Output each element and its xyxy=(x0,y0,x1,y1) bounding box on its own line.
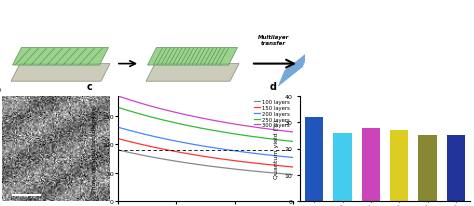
Polygon shape xyxy=(11,64,110,82)
200 layers xyxy=(222,149,228,151)
250 layers xyxy=(219,131,225,133)
100 layers xyxy=(219,166,225,169)
200 layers xyxy=(219,148,225,150)
100 layers xyxy=(263,171,268,174)
250 layers xyxy=(274,139,280,141)
Polygon shape xyxy=(147,48,237,66)
Line: 200 layers: 200 layers xyxy=(118,128,293,158)
Legend: 100 layers, 150 layers, 200 layers, 250 layers, 300 layers: 100 layers, 150 layers, 200 layers, 250 … xyxy=(254,99,291,128)
150 layers xyxy=(115,138,121,140)
200 layers xyxy=(116,126,121,129)
150 layers xyxy=(219,158,225,160)
150 layers xyxy=(219,158,225,160)
200 layers xyxy=(219,148,225,151)
150 layers xyxy=(274,164,280,167)
200 layers xyxy=(274,155,280,157)
100 layers xyxy=(219,167,225,169)
100 layers xyxy=(115,149,121,151)
Line: 150 layers: 150 layers xyxy=(118,139,293,167)
250 layers xyxy=(219,131,225,133)
Y-axis label: Phase retardation (degrees): Phase retardation (degrees) xyxy=(91,105,97,193)
300 layers xyxy=(263,128,268,130)
100 layers xyxy=(222,167,228,169)
150 layers xyxy=(290,166,296,168)
250 layers xyxy=(290,140,296,143)
250 layers xyxy=(115,107,121,109)
100 layers xyxy=(290,173,296,176)
150 layers xyxy=(116,138,121,140)
200 layers xyxy=(115,126,121,129)
Bar xyxy=(305,117,323,201)
Line: 300 layers: 300 layers xyxy=(118,97,293,132)
250 layers xyxy=(263,137,268,140)
150 layers xyxy=(222,158,228,161)
250 layers xyxy=(222,131,228,134)
250 layers xyxy=(116,107,121,109)
300 layers xyxy=(290,131,296,133)
Polygon shape xyxy=(146,64,239,82)
300 layers xyxy=(116,96,121,98)
300 layers xyxy=(219,121,225,124)
Y-axis label: Quantum yield (%): Quantum yield (%) xyxy=(274,119,279,178)
300 layers xyxy=(115,95,121,98)
200 layers xyxy=(290,157,296,159)
Line: 100 layers: 100 layers xyxy=(118,150,293,175)
Bar xyxy=(447,136,465,201)
200 layers xyxy=(263,154,268,156)
300 layers xyxy=(219,121,225,123)
150 layers xyxy=(263,163,268,166)
Text: d: d xyxy=(269,81,276,91)
300 layers xyxy=(222,122,228,124)
Bar xyxy=(418,136,437,201)
Bar xyxy=(390,130,409,201)
Text: c: c xyxy=(86,81,92,91)
100 layers xyxy=(274,172,280,175)
Line: 250 layers: 250 layers xyxy=(118,108,293,142)
Bar xyxy=(362,128,380,201)
100 layers xyxy=(116,149,121,152)
Bar xyxy=(333,133,352,201)
300 layers xyxy=(274,129,280,132)
Polygon shape xyxy=(12,48,109,66)
Text: Multilayer
transfer: Multilayer transfer xyxy=(258,35,289,45)
